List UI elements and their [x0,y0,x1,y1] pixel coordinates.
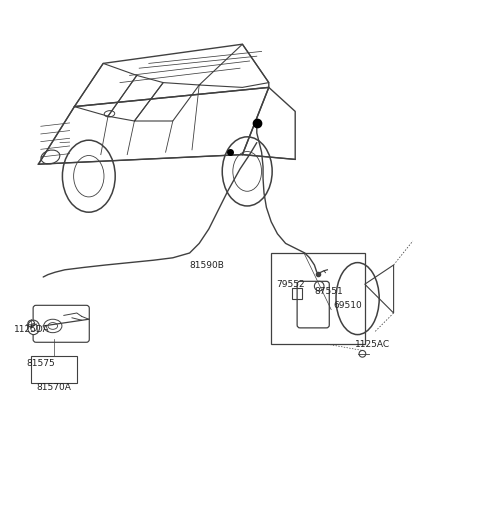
Bar [31,356,77,383]
Text: 81590B: 81590B [190,261,225,269]
Ellipse shape [62,140,115,212]
Text: 69510: 69510 [334,301,362,310]
Bar [271,253,365,344]
Text: 1125AC: 1125AC [355,340,390,349]
Text: 1125DA: 1125DA [14,325,50,334]
Bar [292,288,302,298]
Text: 81570A: 81570A [36,383,71,392]
Text: 87551: 87551 [314,287,343,296]
Text: 79552: 79552 [276,280,305,289]
Ellipse shape [222,137,272,206]
Ellipse shape [104,111,115,117]
Ellipse shape [28,320,39,334]
Text: 81575: 81575 [26,359,55,368]
